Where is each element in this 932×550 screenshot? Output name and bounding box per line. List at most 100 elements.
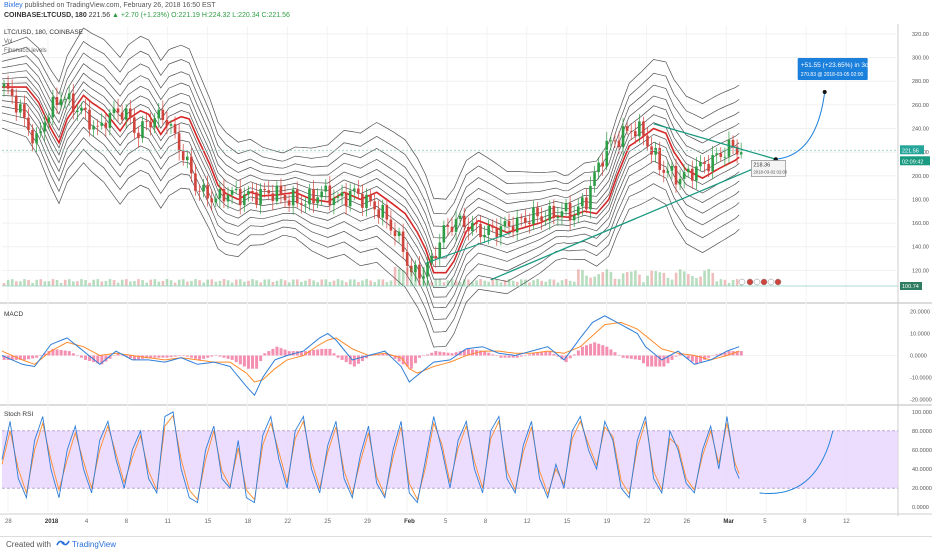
volume-bar	[157, 281, 161, 286]
publish-date: published on TradingView.com, February 2…	[24, 2, 216, 9]
candle-body	[495, 227, 499, 238]
macd-histogram-bar	[609, 349, 613, 356]
volume-bar	[381, 279, 385, 286]
candle-body	[226, 194, 230, 202]
candle-body	[528, 222, 531, 224]
macd-histogram-bar	[161, 355, 165, 358]
volume-bar	[397, 268, 401, 286]
macd-histogram-bar	[202, 355, 206, 359]
candle-body	[279, 185, 283, 196]
candle-body	[348, 190, 352, 207]
volume-bar	[308, 279, 311, 286]
volume-bar	[601, 272, 605, 286]
volume-bar	[247, 280, 250, 286]
macd-histogram-bar	[507, 355, 511, 358]
volume-bar	[560, 280, 564, 286]
volume-bar	[577, 269, 580, 286]
macd-axis-tick: 10.0000	[910, 331, 930, 337]
macd-histogram-bar	[633, 355, 637, 360]
macd-histogram-bar	[483, 351, 487, 356]
volume-bar	[328, 281, 332, 286]
macd-histogram-bar	[88, 355, 92, 362]
candle-body	[422, 276, 425, 279]
volume-bar	[344, 282, 348, 286]
macd-histogram-bar	[466, 348, 470, 356]
volume-bar	[467, 279, 470, 286]
candle-body	[80, 107, 83, 111]
macd-histogram-bar	[536, 352, 540, 356]
macd-histogram-bar	[137, 355, 140, 360]
candle-body	[560, 211, 564, 217]
macd-histogram-bar	[295, 351, 299, 356]
macd-histogram-bar	[495, 355, 499, 357]
volume-bar	[190, 280, 193, 286]
volume-bar	[446, 280, 450, 286]
macd-histogram-bar	[393, 355, 397, 359]
time-axis-tick: 5	[763, 519, 767, 525]
time-axis-tick: 29	[364, 519, 371, 525]
last-price-tag	[900, 145, 924, 155]
stochrsi-band	[2, 430, 898, 489]
indicator-label-fib: Fibonacci levels	[4, 48, 47, 54]
volume-bar	[124, 279, 128, 286]
tradingview-brand-link[interactable]: TradingView	[72, 540, 117, 549]
volume-bar	[340, 280, 344, 286]
volume-bar	[279, 279, 283, 286]
candle-body	[377, 209, 380, 218]
macd-histogram-bar	[707, 355, 711, 358]
volume-bar	[691, 275, 694, 286]
candle-body	[662, 169, 666, 173]
candle-body	[35, 133, 38, 144]
macd-histogram-bar	[532, 353, 536, 356]
volume-bar	[495, 279, 499, 286]
candle-body	[739, 152, 743, 155]
price-axis-tick: 120.00	[912, 268, 929, 274]
chart-canvas[interactable]: +51.55 (+23.65%) in 3d 270.83 @ 2018-03-0…	[0, 24, 932, 536]
publish-info: Bixley published on TradingView.com, Feb…	[4, 2, 216, 9]
macd-histogram-bar	[194, 355, 198, 359]
macd-histogram-bar	[613, 352, 617, 356]
candle-body	[308, 189, 311, 205]
candle-body	[609, 140, 613, 142]
volume-bar	[76, 281, 79, 286]
macd-histogram-bar	[621, 355, 625, 358]
author-link[interactable]: Bixley	[4, 2, 23, 9]
candle-body	[699, 161, 702, 167]
candle-body	[332, 197, 336, 205]
volume-bar	[251, 279, 254, 286]
candle-body	[112, 108, 116, 114]
macd-histogram-bar	[597, 343, 601, 356]
volume-bar	[442, 282, 446, 286]
macd-histogram-bar	[552, 353, 556, 356]
candle-body	[564, 202, 568, 212]
candle-body	[581, 197, 584, 207]
macd-histogram-bar	[267, 351, 271, 356]
envelope-band-line	[1, 63, 740, 239]
candle-body	[735, 146, 739, 155]
macd-histogram-bar	[662, 355, 666, 367]
event-marker-icon	[746, 278, 754, 286]
volume-bar	[711, 272, 715, 286]
last-price: 221.56	[88, 12, 111, 19]
macd-histogram-bar	[511, 355, 515, 358]
candle-body	[458, 215, 462, 219]
volume-bar	[186, 281, 189, 286]
macd-histogram-bar	[316, 349, 320, 356]
candle-body	[2, 83, 6, 88]
candle-body	[300, 203, 303, 205]
candle-body	[287, 200, 291, 206]
time-axis-tick: 22	[284, 519, 291, 525]
macd-histogram-bar	[308, 350, 312, 356]
volume-bar	[654, 271, 658, 286]
stochrsi-axis-tick: 0.0000	[912, 505, 929, 511]
macd-histogram-bar	[519, 355, 523, 357]
volume-bar	[296, 279, 299, 286]
macd-histogram-bar	[230, 355, 234, 360]
symbol-name: COINBASE:LTCUSD, 180	[4, 12, 87, 19]
candle-body	[695, 166, 698, 181]
candle-body	[532, 207, 535, 224]
volume-bar	[357, 282, 360, 286]
candle-body	[141, 121, 144, 139]
volume-bar	[226, 280, 230, 286]
stochrsi-axis-tick: 40.0000	[912, 467, 932, 473]
